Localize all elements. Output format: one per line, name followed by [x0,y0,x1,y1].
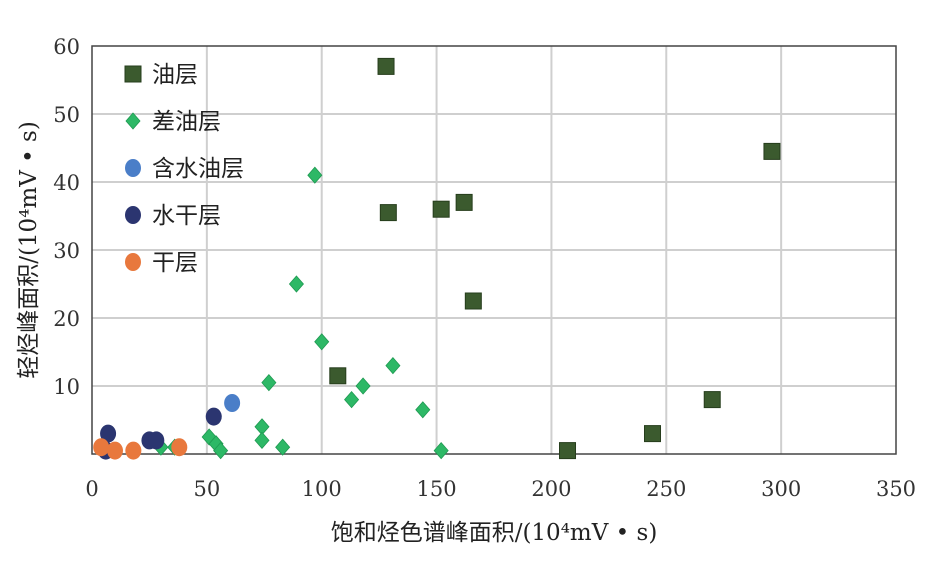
data-point [100,424,117,443]
y-tick-label: 30 [53,239,80,263]
tick-labels: 0 50 100 150 200 250 300 350 10 20 30 40 50 60 [53,35,916,501]
legend-marker [124,65,142,83]
data-point [455,193,473,211]
data-point [329,367,347,385]
data-point [171,438,188,457]
x-tick-label: 50 [193,477,220,501]
data-point [288,275,304,293]
data-point [559,442,577,460]
x-tick-label: 150 [417,477,457,501]
data-point [205,407,222,426]
data-point [377,57,395,75]
legend-marker [125,206,141,224]
data-point [125,441,142,460]
data-point [213,441,229,460]
data-point [415,401,431,419]
data-point [344,390,360,409]
data-point [106,441,123,460]
data-point [275,438,291,456]
legend-label: 水干层 [152,203,221,229]
x-tick-label: 300 [761,477,801,501]
y-tick-label: 20 [53,307,80,331]
data-point [93,438,110,457]
y-tick-label: 10 [53,375,80,399]
data-point [148,431,165,450]
data-point [355,377,371,395]
data-point [433,441,449,460]
x-tick-label: 250 [646,477,686,501]
legend-label: 差油层 [152,109,221,135]
x-tick-label: 350 [876,477,916,501]
data-point [464,292,482,310]
legend-label: 含水油层 [152,156,244,182]
x-axis-title: 饱和烃色谱峰面积/(10⁴mV • s) [331,520,658,546]
x-tick-label: 200 [531,477,571,501]
data-point [763,142,781,160]
plot-area-frame [91,45,897,455]
y-tick-label: 50 [53,103,80,127]
legend-marker [125,112,141,130]
y-tick-label: 40 [53,171,80,195]
data-points [93,57,781,460]
data-point [644,425,662,443]
grid-lines [92,46,896,454]
y-tick-label: 60 [53,35,80,59]
data-point [261,373,277,392]
legend-label: 干层 [152,250,198,276]
legend-marker [125,159,141,177]
legend-label: 油层 [152,62,198,88]
x-tick-label: 0 [85,477,98,501]
data-point [703,391,721,409]
data-point [224,394,241,412]
data-point [432,200,450,218]
y-axis-title: 轻烃峰面积/(10⁴mV • s) [16,121,42,379]
data-point [385,356,401,375]
data-point [254,431,270,450]
data-point [307,166,323,184]
legend-marker [125,253,141,271]
data-point [314,333,330,351]
data-point [379,204,397,222]
x-tick-label: 100 [302,477,342,501]
